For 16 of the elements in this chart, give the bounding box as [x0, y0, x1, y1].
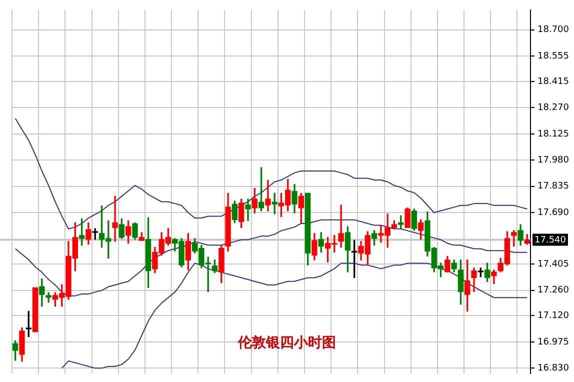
text: 伦敦银四小时图: [236, 334, 336, 352]
y-tick-label: 18.555: [538, 51, 570, 62]
y-tick-label: 17.690: [538, 208, 570, 218]
y-tick-label: 17.260: [538, 286, 570, 296]
y-tick-label: 18.415: [538, 76, 570, 87]
y-tick-label: 18.700: [538, 25, 570, 36]
y-tick-label: 16.830: [538, 364, 570, 374]
candlestick: [32, 287, 38, 332]
y-tick-label: 17.120: [538, 311, 570, 322]
y-tick-label: 17.835: [538, 182, 570, 192]
ref-line-label: 17.540: [534, 236, 566, 246]
y-tick-label: 18.270: [538, 103, 570, 114]
y-tick-label: 18.125: [538, 129, 570, 140]
y-tick-label: 17.980: [538, 155, 570, 166]
y-tick-label: 17.405: [538, 260, 570, 270]
y-tick-label: 16.975: [538, 337, 570, 348]
